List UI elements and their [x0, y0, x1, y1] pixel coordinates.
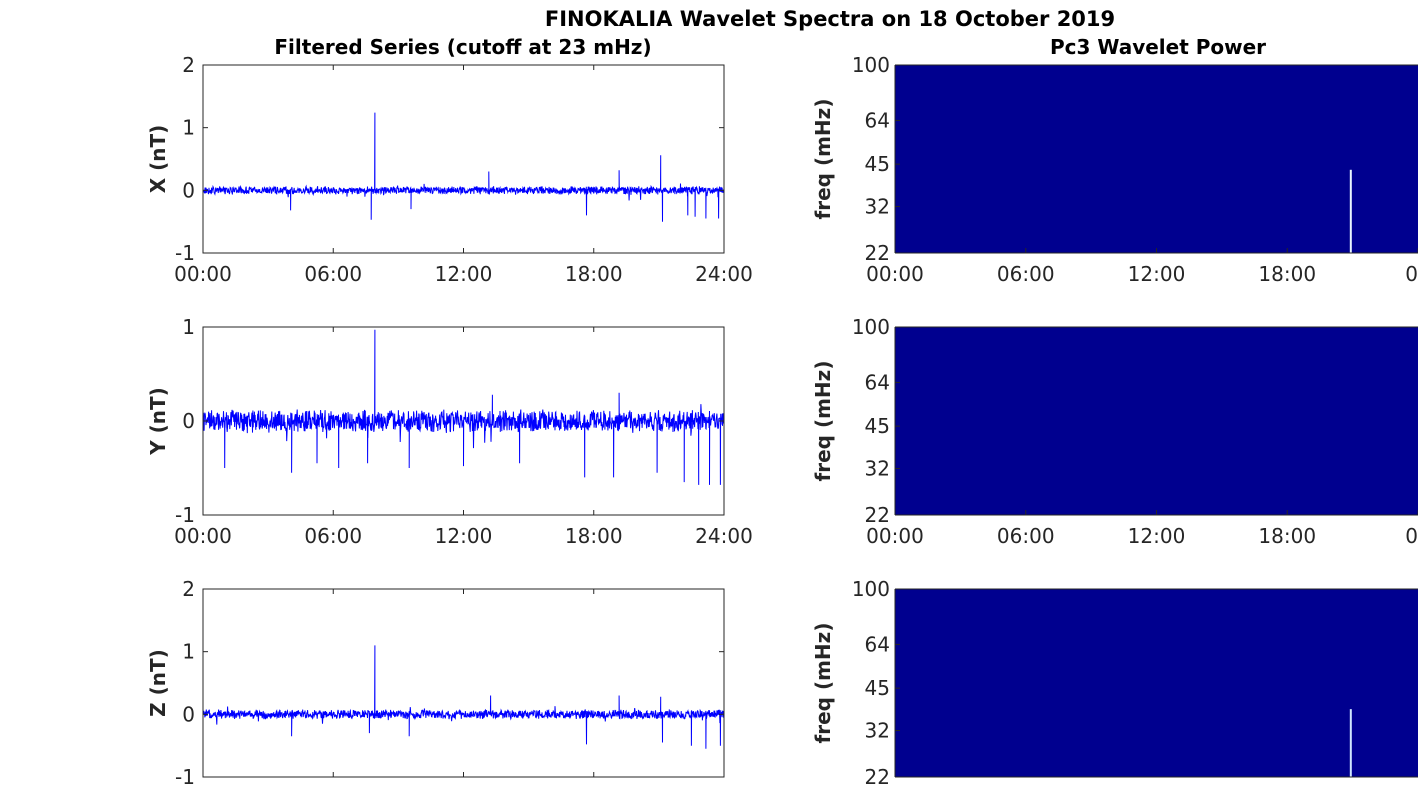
series-line [202, 112, 725, 222]
y-tick-label: 45 [865, 676, 890, 700]
left-column-title: Filtered Series (cutoff at 23 mHz) [274, 35, 651, 59]
heatmap-background [895, 327, 1418, 515]
y-tick-label: 32 [865, 456, 890, 480]
series-line [202, 645, 725, 749]
y-axis-label: freq (mHz) [811, 99, 835, 220]
x-tick-label: 12:00 [1128, 524, 1186, 548]
x-tick-label: 00:00 [866, 524, 924, 548]
x-tick-label: 06:00 [304, 262, 362, 286]
y-axis-label: Z (nT) [146, 649, 170, 717]
series-line [202, 329, 725, 485]
plot-area [203, 589, 724, 777]
y-tick-label: 64 [865, 632, 890, 656]
chart-panel-6: 22 32 45 64 100 freq (mHz) [811, 577, 1418, 788]
y-tick-label: 0 [182, 178, 195, 202]
chart-panel-4: 22 32 45 64 100 00:00 06:00 12:00 18:00 00 freq (m… [811, 53, 1418, 286]
chart-panel-3: -1 0 1 2 Z (nT) [146, 577, 725, 788]
x-tick-label: 00 [1405, 262, 1418, 286]
y-tick-label: 32 [865, 718, 890, 742]
x-tick-label: 24:00 [695, 524, 753, 548]
y-tick-label: 100 [852, 577, 890, 601]
y-axis-label: Y (nT) [146, 387, 170, 456]
heatmap-background [895, 65, 1418, 253]
axis-frame [202, 326, 725, 516]
y-tick-label: 64 [865, 370, 890, 394]
x-tick-label: 18:00 [1258, 524, 1316, 548]
chart-panel-5: 22 32 45 64 100 00:00 06:00 12:00 18:00 00 freq (m… [811, 315, 1418, 548]
y-tick-label: -1 [175, 241, 195, 265]
y-tick-label: 2 [182, 53, 195, 77]
x-tick-label: 12:00 [435, 262, 493, 286]
chart-panel-1: -1 0 1 2 00:00 06:00 12:00 18:00 24:00 X (nT) [146, 53, 753, 286]
x-tick-label: 00:00 [866, 262, 924, 286]
y-axis-label: freq (mHz) [811, 361, 835, 482]
y-tick-label: 22 [865, 241, 890, 265]
axis-frame [202, 64, 725, 254]
chart-panel-2: -1 0 1 00:00 06:00 12:00 18:00 24:00 Y (nT) [146, 315, 753, 548]
y-tick-label: 22 [865, 503, 890, 527]
y-tick-label: -1 [175, 503, 195, 527]
y-tick-label: 2 [182, 577, 195, 601]
y-tick-label: 64 [865, 108, 890, 132]
x-tick-label: 06:00 [997, 262, 1055, 286]
y-tick-label: -1 [175, 765, 195, 788]
y-tick-label: 1 [182, 315, 195, 339]
x-tick-label: 06:00 [997, 524, 1055, 548]
y-tick-label: 0 [182, 702, 195, 726]
y-tick-label: 100 [852, 53, 890, 77]
x-tick-label: 00:00 [174, 262, 232, 286]
y-tick-label: 0 [182, 409, 195, 433]
y-tick-label: 1 [182, 116, 195, 140]
y-tick-label: 1 [182, 640, 195, 664]
x-tick-label: 12:00 [1128, 262, 1186, 286]
y-axis-label: X (nT) [146, 125, 170, 194]
right-column-title: Pc3 Wavelet Power [1050, 35, 1266, 59]
y-tick-label: 100 [852, 315, 890, 339]
x-tick-label: 06:00 [304, 524, 362, 548]
y-tick-label: 32 [865, 194, 890, 218]
y-axis-label: freq (mHz) [811, 623, 835, 744]
x-tick-label: 18:00 [1258, 262, 1316, 286]
x-tick-label: 24:00 [695, 262, 753, 286]
y-tick-label: 22 [865, 765, 890, 788]
y-tick-label: 45 [865, 414, 890, 438]
plot-area [203, 65, 724, 253]
y-tick-label: 45 [865, 152, 890, 176]
x-tick-label: 00:00 [174, 524, 232, 548]
figure-title: FINOKALIA Wavelet Spectra on 18 October … [545, 7, 1115, 31]
heatmap-background [895, 589, 1418, 777]
x-tick-label: 18:00 [565, 524, 623, 548]
x-tick-label: 12:00 [435, 524, 493, 548]
wavelet-power-feature [1349, 169, 1352, 253]
axis-frame [202, 588, 725, 778]
x-tick-label: 18:00 [565, 262, 623, 286]
wavelet-power-feature [1349, 709, 1352, 777]
x-tick-label: 00 [1405, 524, 1418, 548]
